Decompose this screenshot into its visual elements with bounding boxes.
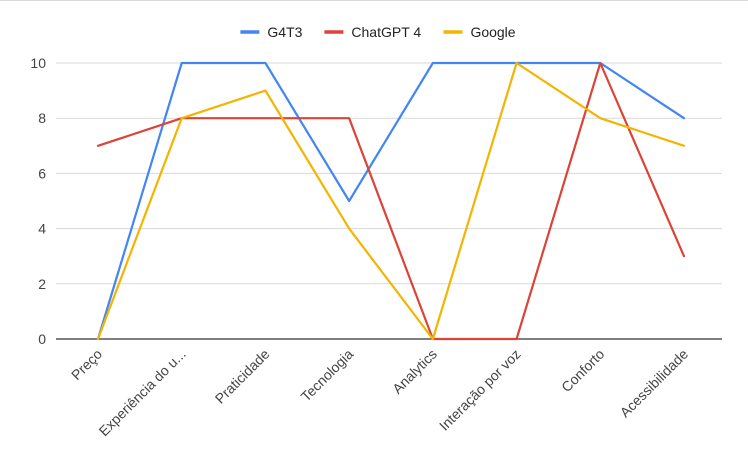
y-tick-label: 4 [38, 221, 46, 237]
y-tick-label: 0 [38, 331, 46, 347]
series-lines [96, 61, 686, 341]
legend[interactable]: G4T3 ChatGPT 4 Google [240, 24, 516, 40]
series-line-chatgpt-4 [96, 61, 686, 341]
legend-label: Google [470, 24, 515, 40]
x-tick-label: Tecnologia [298, 346, 357, 405]
top-border [0, 0, 748, 1]
x-tick-label: Experiência do u... [96, 346, 189, 439]
legend-item-chatgpt-4[interactable]: ChatGPT 4 [324, 24, 421, 40]
x-tick-label: Analytics [389, 346, 440, 397]
legend-label: ChatGPT 4 [351, 24, 421, 40]
x-tick-label: Praticidade [212, 346, 273, 407]
y-tick-label: 6 [38, 165, 46, 181]
y-tick-label: 2 [38, 276, 46, 292]
x-tick-label: Preço [68, 346, 105, 383]
series-line-google [96, 61, 686, 341]
series-line-g4t3 [96, 61, 686, 341]
legend-label: G4T3 [267, 24, 302, 40]
legend-item-g4t3[interactable]: G4T3 [240, 24, 303, 40]
x-tick-label: Conforto [558, 346, 607, 395]
x-tick-label: Acessibilidade [617, 346, 692, 421]
x-tick-label: Interação por voz [436, 346, 524, 434]
y-axis-tick-labels: 0 2 4 6 8 10 [30, 55, 46, 347]
y-tick-label: 8 [38, 110, 46, 126]
y-tick-label: 10 [30, 55, 46, 71]
gridlines [56, 62, 722, 340]
legend-item-google[interactable]: Google [443, 24, 516, 40]
